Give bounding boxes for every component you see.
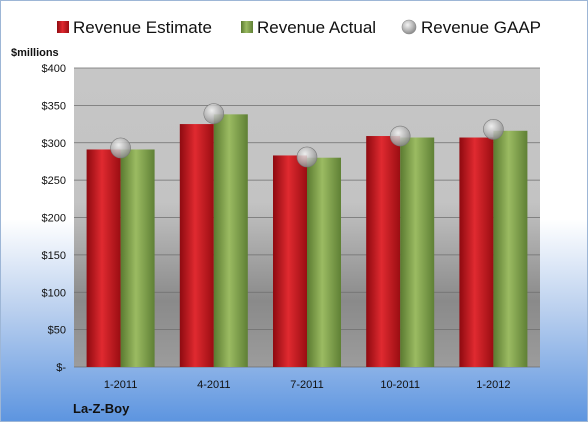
bar-revenue-estimate-4-2011: [179, 124, 214, 367]
x-tick-label: 10-2011: [380, 379, 420, 391]
bar-revenue-actual-1-2011: [120, 149, 155, 367]
legend-swatch-revenue-actual: [241, 21, 253, 33]
bar-revenue-actual-1-2012: [493, 130, 528, 367]
bar-revenue-estimate-1-2011: [86, 149, 121, 367]
y-tick-label: $50: [48, 325, 66, 337]
bars: [86, 114, 528, 367]
y-tick-label: $150: [42, 250, 66, 262]
company-label: La-Z-Boy: [73, 401, 130, 416]
marker-revenue-gaap-10-2011: [389, 125, 411, 147]
legend-item-revenue-estimate: Revenue Estimate: [57, 18, 212, 37]
x-tick-label: 7-2011: [290, 379, 323, 391]
bar-revenue-estimate-7-2011: [273, 155, 307, 367]
gaap-markers: [110, 103, 504, 168]
x-axis-ticks: 1-2011 4-2011 7-2011 10-2011 1-2012: [104, 379, 511, 391]
y-unit-label: $millions: [11, 47, 59, 59]
y-tick-label: $200: [42, 213, 66, 225]
legend-item-revenue-actual: Revenue Actual: [241, 18, 376, 37]
marker-revenue-gaap-1-2011: [110, 137, 131, 159]
y-tick-label: $100: [42, 287, 66, 299]
bar-revenue-actual-7-2011: [307, 157, 341, 367]
bar-revenue-actual-10-2011: [400, 137, 435, 367]
y-tick-label: $250: [42, 175, 66, 187]
y-tick-label: $300: [42, 138, 66, 150]
y-tick-label: $400: [42, 63, 66, 75]
marker-revenue-gaap-1-2012: [483, 118, 504, 140]
x-tick-label: 1-2011: [104, 379, 137, 391]
bar-revenue-estimate-10-2011: [366, 136, 401, 367]
bar-revenue-actual-4-2011: [213, 114, 248, 367]
legend: Revenue Estimate Revenue Actual Revenue …: [57, 18, 541, 37]
legend-label-revenue-actual: Revenue Actual: [257, 18, 376, 37]
x-tick-label: 4-2011: [197, 379, 230, 391]
bar-revenue-estimate-1-2012: [459, 137, 494, 367]
legend-marker-revenue-gaap: [401, 19, 417, 35]
x-tick-label: 1-2012: [476, 379, 510, 391]
marker-revenue-gaap-4-2011: [203, 103, 225, 124]
legend-label-revenue-gaap: Revenue GAAP: [421, 18, 541, 37]
marker-revenue-gaap-7-2011: [296, 146, 318, 168]
y-axis-ticks: $- $50 $100 $150 $200 $250 $300 $350 $400: [42, 63, 67, 374]
legend-swatch-revenue-estimate: [57, 21, 69, 33]
legend-label-revenue-estimate: Revenue Estimate: [73, 18, 212, 37]
y-tick-label: $350: [42, 100, 66, 112]
legend-item-revenue-gaap: Revenue GAAP: [401, 18, 541, 37]
y-tick-label: $-: [56, 362, 66, 374]
